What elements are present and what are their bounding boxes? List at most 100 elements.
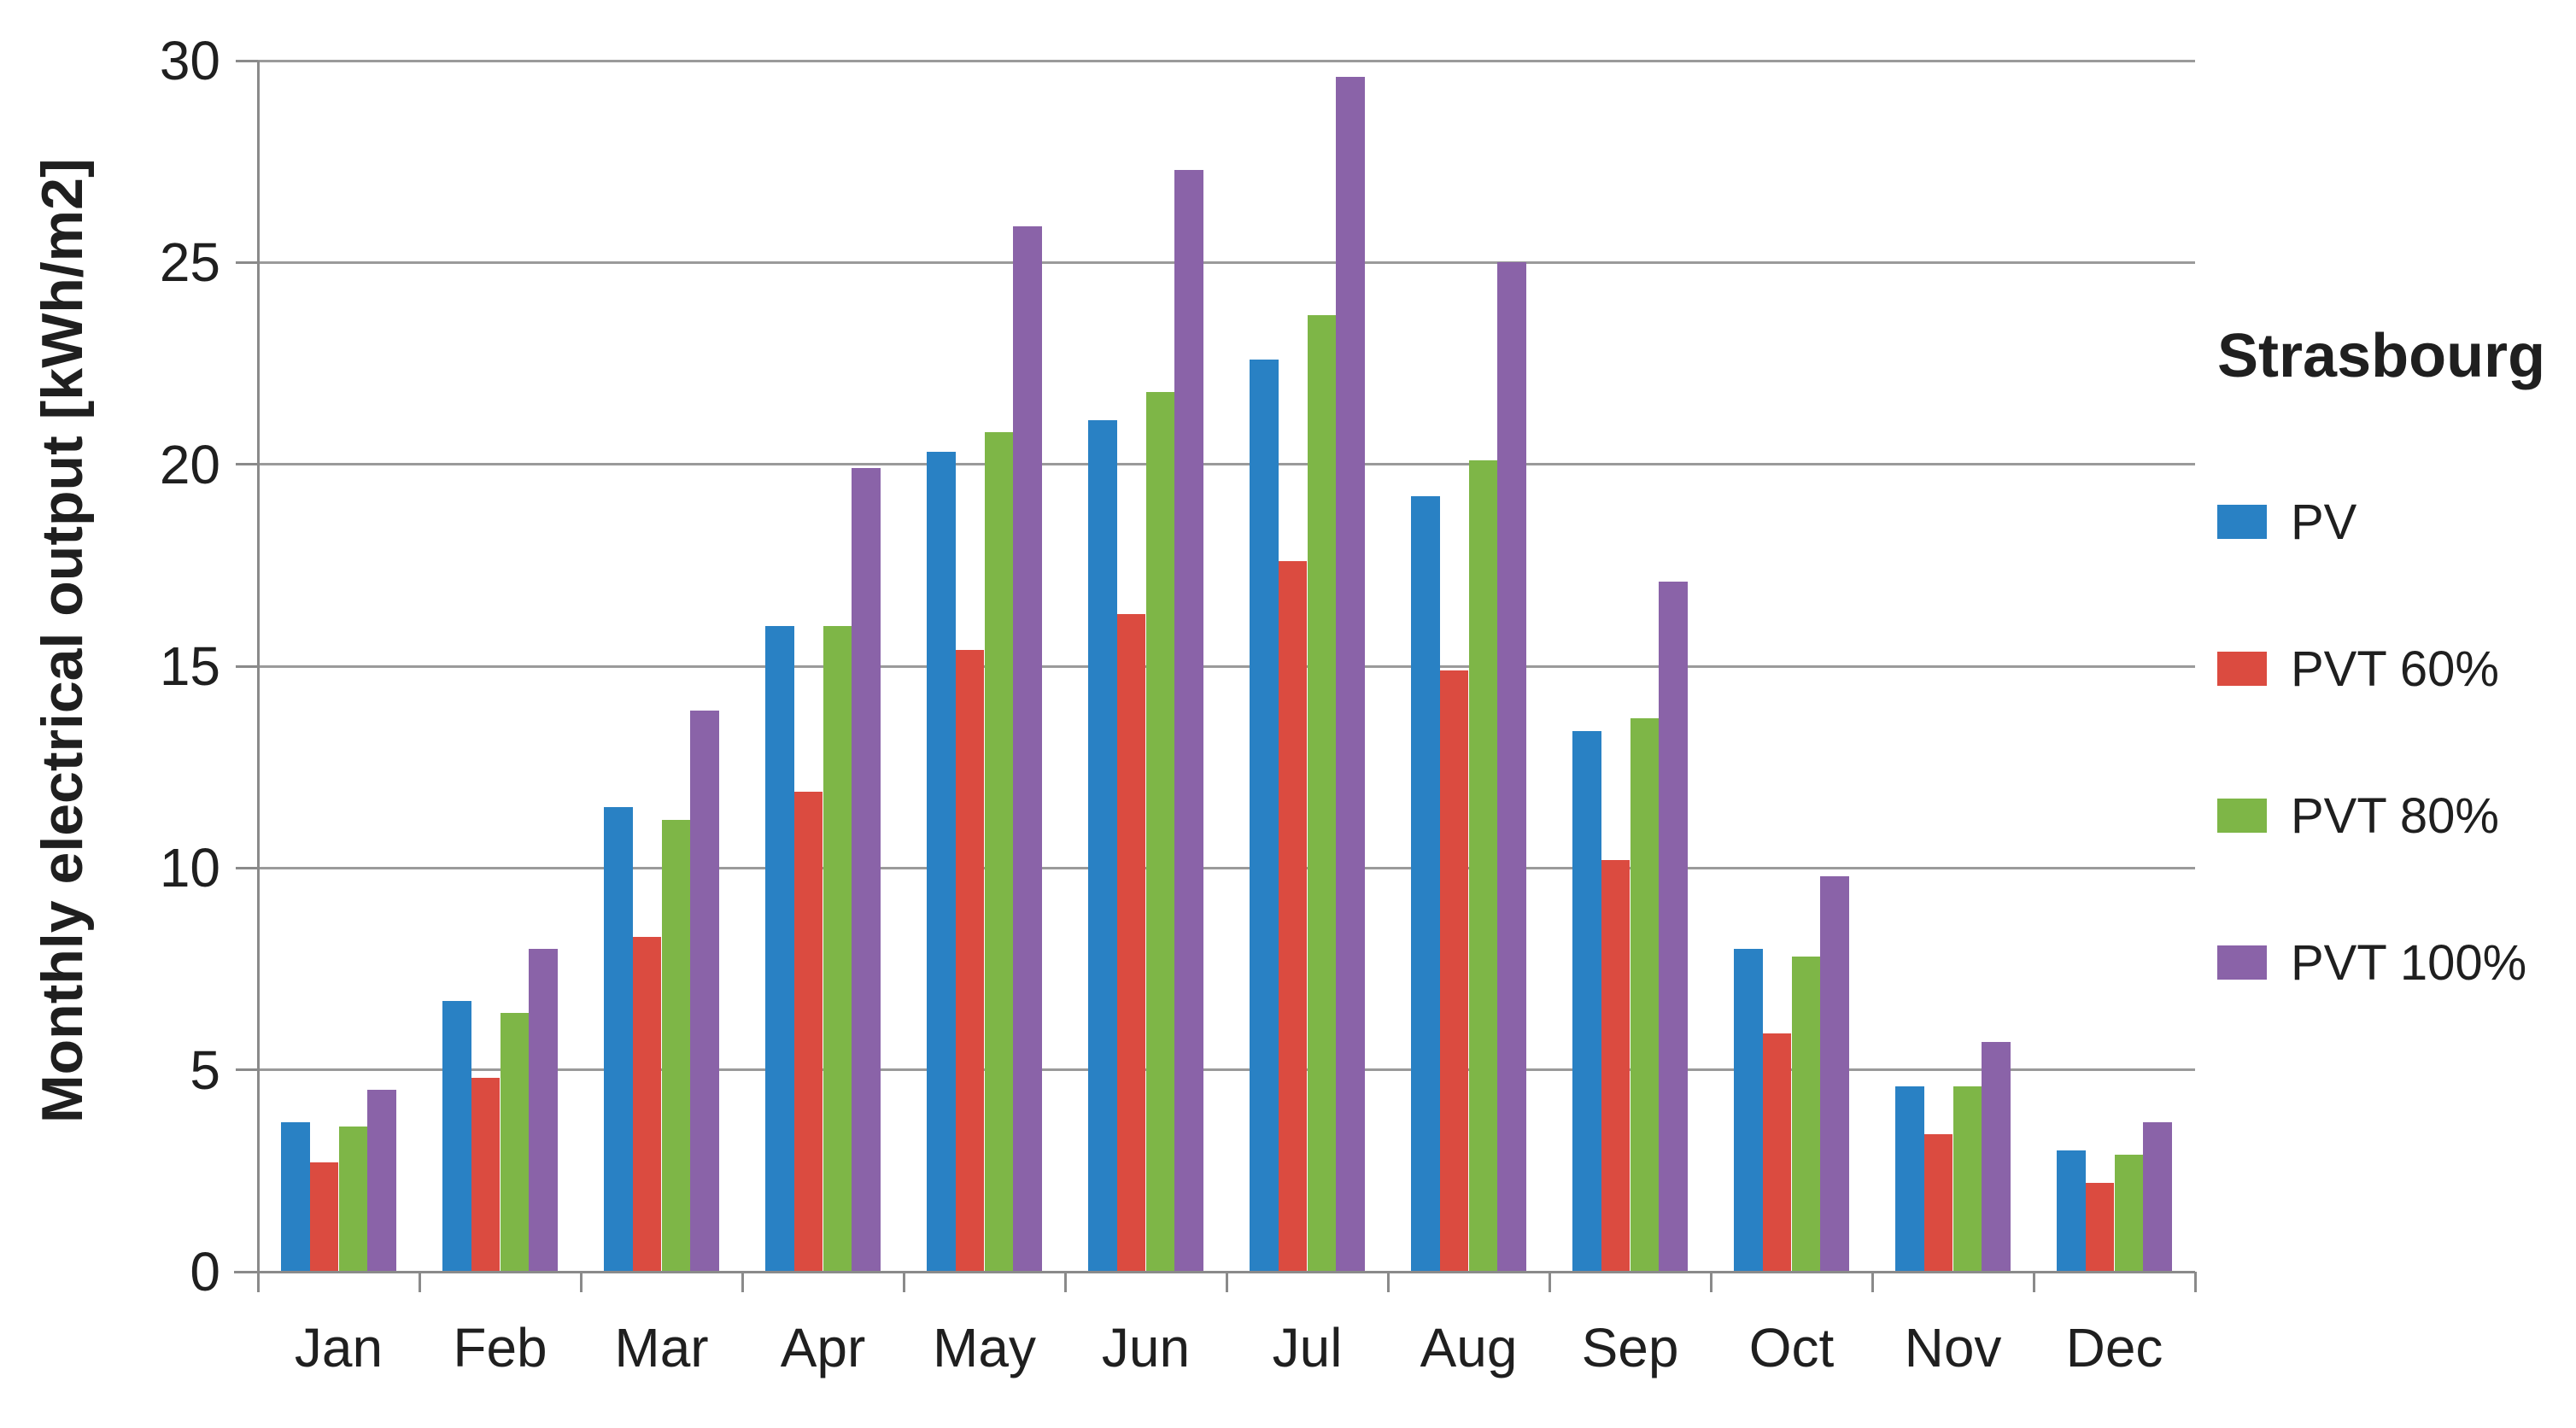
legend-label-pvt-60: PVT 60% bbox=[2291, 641, 2499, 697]
bar-pvt-60-may bbox=[955, 650, 985, 1272]
x-tick-5 bbox=[1063, 1272, 1067, 1292]
bar-pvt-60-apr bbox=[793, 791, 823, 1272]
bar-pvt-100-sep bbox=[1659, 581, 1688, 1272]
y-tick-25 bbox=[236, 260, 258, 264]
legend-swatch-pv bbox=[2217, 505, 2267, 539]
bar-pvt-60-jul bbox=[1278, 561, 1308, 1272]
legend-swatch-pvt-100 bbox=[2217, 945, 2267, 980]
bar-pv-sep bbox=[1572, 730, 1601, 1272]
bar-pv-mar bbox=[604, 807, 633, 1272]
bar-pv-jan bbox=[281, 1122, 310, 1272]
legend-label-pvt-80: PVT 80% bbox=[2291, 787, 2499, 844]
bar-pvt-100-feb bbox=[529, 948, 558, 1272]
gridline-25 bbox=[258, 260, 2195, 264]
bar-pvt-100-apr bbox=[852, 468, 881, 1272]
legend-item-pvt-60: PVT 60% bbox=[2217, 641, 2576, 697]
bar-pv-jul bbox=[1250, 359, 1279, 1272]
y-tick-label-20: 20 bbox=[159, 433, 220, 495]
y-tick-30 bbox=[236, 59, 258, 62]
bar-pvt-60-sep bbox=[1601, 859, 1630, 1272]
x-tick-2 bbox=[579, 1272, 583, 1292]
gridline-15 bbox=[258, 664, 2195, 668]
legend-title: Strasbourg bbox=[2217, 322, 2546, 390]
x-tick-8 bbox=[1548, 1272, 1551, 1292]
y-tick-10 bbox=[236, 866, 258, 869]
bar-pvt-80-nov bbox=[1952, 1086, 1982, 1272]
bar-pvt-80-may bbox=[984, 431, 1014, 1272]
x-tick-12 bbox=[2193, 1272, 2197, 1292]
bar-pv-nov bbox=[1895, 1086, 1924, 1272]
bar-pvt-60-feb bbox=[471, 1078, 501, 1272]
x-tick-9 bbox=[1709, 1272, 1712, 1292]
x-tick-6 bbox=[1225, 1272, 1228, 1292]
x-tick-3 bbox=[741, 1272, 744, 1292]
bar-pv-apr bbox=[765, 625, 794, 1272]
bar-pvt-100-oct bbox=[1820, 875, 1849, 1272]
y-tick-label-15: 15 bbox=[159, 635, 220, 697]
y-axis-line bbox=[256, 61, 260, 1292]
x-tick-10 bbox=[1871, 1272, 1874, 1292]
legend-item-pvt-80: PVT 80% bbox=[2217, 787, 2576, 844]
bar-pv-feb bbox=[442, 1001, 471, 1272]
gridline-10 bbox=[258, 866, 2195, 869]
bar-pvt-100-nov bbox=[1982, 1041, 2011, 1272]
bar-pvt-80-jun bbox=[1145, 391, 1175, 1272]
legend-item-pv: PV bbox=[2217, 494, 2576, 550]
x-label-aug: Aug bbox=[1420, 1317, 1518, 1378]
bar-pvt-60-dec bbox=[2085, 1183, 2115, 1272]
legend: Strasbourg PV PVT 60% PVT 80% PVT 100% bbox=[2217, 323, 2576, 1081]
bar-pvt-60-jan bbox=[309, 1162, 339, 1272]
x-label-jul: Jul bbox=[1272, 1317, 1343, 1378]
y-tick-20 bbox=[236, 463, 258, 466]
legend-item-pvt-100: PVT 100% bbox=[2217, 934, 2576, 991]
x-axis-line bbox=[234, 1270, 2195, 1273]
x-label-oct: Oct bbox=[1748, 1317, 1835, 1378]
y-tick-label-25: 25 bbox=[159, 231, 220, 294]
bar-pvt-60-oct bbox=[1762, 1033, 1792, 1272]
bar-pvt-60-nov bbox=[1923, 1134, 1953, 1272]
legend-label-pvt-100: PVT 100% bbox=[2291, 934, 2527, 991]
y-tick-label-0: 0 bbox=[190, 1241, 220, 1302]
bar-pv-may bbox=[927, 452, 956, 1272]
x-label-apr: Apr bbox=[780, 1317, 866, 1378]
x-tick-1 bbox=[418, 1272, 421, 1292]
x-tick-11 bbox=[2032, 1272, 2035, 1292]
bar-pvt-100-aug bbox=[1497, 262, 1526, 1272]
bar-pvt-80-sep bbox=[1630, 718, 1660, 1272]
bar-pvt-100-jan bbox=[367, 1090, 396, 1272]
x-tick-0 bbox=[256, 1272, 260, 1292]
bar-pvt-80-jul bbox=[1307, 314, 1337, 1272]
legend-label-pv: PV bbox=[2291, 494, 2357, 550]
bar-pvt-60-jun bbox=[1116, 613, 1146, 1272]
x-label-mar: Mar bbox=[614, 1317, 709, 1378]
bar-pvt-100-may bbox=[1013, 225, 1042, 1272]
x-label-jan: Jan bbox=[294, 1317, 383, 1378]
x-label-dec: Dec bbox=[2065, 1317, 2163, 1378]
y-tick-15 bbox=[236, 664, 258, 668]
bar-pvt-80-apr bbox=[823, 625, 852, 1272]
bar-pvt-80-aug bbox=[1468, 459, 1498, 1272]
bar-pvt-80-mar bbox=[661, 819, 691, 1272]
bar-pvt-60-mar bbox=[632, 936, 662, 1272]
x-label-may: May bbox=[933, 1317, 1036, 1378]
bar-pv-oct bbox=[1734, 948, 1763, 1272]
y-tick-label-10: 10 bbox=[159, 837, 220, 899]
legend-items: PV PVT 60% PVT 80% PVT 100% bbox=[2217, 494, 2576, 991]
bar-pvt-80-oct bbox=[1791, 957, 1821, 1272]
gridline-5 bbox=[258, 1068, 2195, 1072]
gridline-20 bbox=[258, 463, 2195, 466]
x-label-nov: Nov bbox=[1904, 1317, 2002, 1378]
bar-pv-dec bbox=[2057, 1150, 2086, 1272]
bar-pvt-80-feb bbox=[500, 1013, 530, 1272]
y-tick-label-5: 5 bbox=[190, 1039, 220, 1101]
legend-swatch-pvt-60 bbox=[2217, 652, 2267, 686]
x-label-feb: Feb bbox=[453, 1317, 547, 1378]
bar-pvt-80-jan bbox=[338, 1126, 368, 1272]
gridline-30 bbox=[258, 59, 2195, 62]
x-tick-4 bbox=[902, 1272, 905, 1292]
y-tick-label-30: 30 bbox=[159, 30, 220, 91]
legend-swatch-pvt-80 bbox=[2217, 799, 2267, 833]
bar-pvt-80-dec bbox=[2114, 1154, 2144, 1272]
